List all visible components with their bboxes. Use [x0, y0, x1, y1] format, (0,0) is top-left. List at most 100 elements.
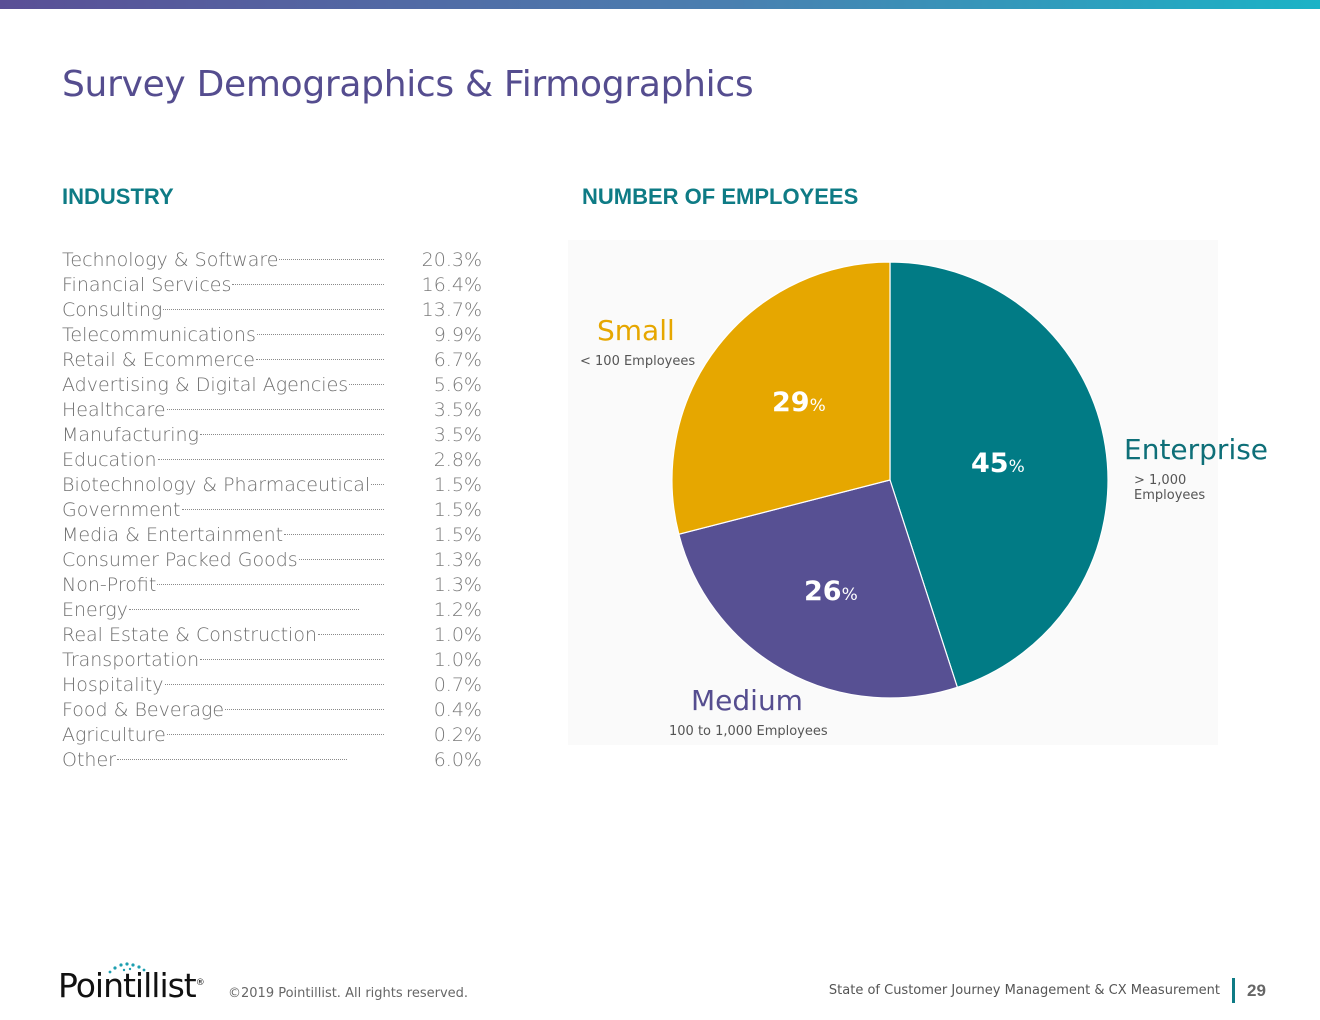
industry-name: Financial Services	[62, 274, 232, 296]
industry-row-left: Real Estate & Construction	[62, 624, 384, 646]
industry-value: 3.5%	[433, 399, 482, 421]
small-title: Small	[597, 314, 675, 347]
industry-name: Government	[62, 499, 181, 521]
industry-value: 5.6%	[433, 374, 482, 396]
industry-row-left: Telecommunications	[62, 324, 384, 346]
industry-row: Energy 1.2%	[62, 599, 482, 624]
industry-heading: INDUSTRY	[62, 184, 174, 209]
industry-name: Media & Entertainment	[62, 524, 284, 546]
logo-dots-icon	[108, 962, 146, 974]
industry-name: Transportation	[62, 649, 200, 671]
enterprise-label-group: Enterprise	[1124, 433, 1268, 466]
industry-value: 20.3%	[421, 249, 482, 271]
industry-row-left: Financial Services	[62, 274, 384, 296]
industry-name: Telecommunications	[62, 324, 256, 346]
industry-name: Real Estate & Construction	[62, 624, 318, 646]
leader-dots	[256, 324, 384, 335]
industry-row-left: Advertising & Digital Agencies	[62, 374, 384, 396]
industry-value: 1.2%	[433, 599, 482, 621]
industry-value: 9.9%	[433, 324, 482, 346]
enterprise-subtitle: > 1,000 Employees	[1134, 473, 1206, 503]
leader-dots	[181, 499, 384, 510]
industry-value: 16.4%	[421, 274, 482, 296]
industry-row-left: Technology & Software	[62, 249, 384, 271]
industry-name: Education	[62, 449, 157, 471]
industry-row-left: Media & Entertainment	[62, 524, 384, 546]
employees-pie	[671, 261, 1109, 699]
industry-row: Advertising & Digital Agencies 5.6%	[62, 374, 482, 399]
medium-subtitle: 100 to 1,000 Employees	[669, 724, 828, 739]
employees-chart: Small < 100 Employees Enterprise > 1,000…	[568, 240, 1268, 745]
medium-title: Medium	[691, 684, 803, 717]
leader-dots	[318, 624, 384, 635]
industry-row: Hospitality 0.7%	[62, 674, 482, 699]
industry-name: Consulting	[62, 299, 163, 321]
industry-row: Non-Profit 1.3%	[62, 574, 482, 599]
industry-row-left: Hospitality	[62, 674, 384, 696]
industry-name: Consumer Packed Goods	[62, 549, 298, 571]
industry-row-left: Non-Profit	[62, 574, 384, 596]
pie-slice-enterprise	[889, 261, 1109, 689]
leader-dots	[225, 699, 384, 710]
leader-dots	[199, 424, 384, 435]
industry-row-left: Transportation	[62, 649, 384, 671]
industry-name: Healthcare	[62, 399, 166, 421]
medium-pct: 26%	[804, 576, 858, 607]
pie-slice-small	[671, 261, 891, 535]
industry-list: Technology & Software 20.3% Financial Serv…	[62, 249, 482, 774]
industry-row: Media & Entertainment 1.5%	[62, 524, 482, 549]
industry-value: 0.4%	[433, 699, 482, 721]
industry-name: Advertising & Digital Agencies	[62, 374, 349, 396]
industry-name: Other	[62, 749, 116, 771]
industry-name: Hospitality	[62, 674, 164, 696]
industry-row: Consulting 13.7%	[62, 299, 482, 324]
enterprise-title: Enterprise	[1124, 433, 1269, 466]
report-title: State of Customer Journey Management & C…	[828, 983, 1220, 998]
industry-value: 2.8%	[433, 449, 482, 471]
industry-value: 6.7%	[433, 349, 482, 371]
employees-heading: NUMBER OF EMPLOYEES	[582, 184, 859, 209]
industry-row: Manufacturing 3.5%	[62, 424, 482, 449]
top-gradient-bar	[0, 0, 1320, 9]
leader-dots	[232, 274, 384, 285]
industry-name: Technology & Software	[62, 249, 279, 271]
small-label-group: Small	[597, 314, 675, 347]
industry-row: Education 2.8%	[62, 449, 482, 474]
industry-name: Energy	[62, 599, 128, 621]
industry-value: 13.7%	[421, 299, 482, 321]
industry-row: Retail & Ecommerce 6.7%	[62, 349, 482, 374]
industry-row: Healthcare 3.5%	[62, 399, 482, 424]
industry-row: Government 1.5%	[62, 499, 482, 524]
industry-row: Other 6.0%	[62, 749, 482, 774]
pie-slice-medium	[678, 479, 959, 699]
leader-dots	[128, 599, 359, 610]
industry-name: Non-Profit	[62, 574, 157, 596]
page-number: 29	[1247, 981, 1266, 1000]
industry-name: Agriculture	[62, 724, 166, 746]
industry-row: Financial Services 16.4%	[62, 274, 482, 299]
industry-row-left: Manufacturing	[62, 424, 384, 446]
leader-dots	[279, 249, 384, 260]
page-title: Survey Demographics & Firmographics	[62, 64, 754, 105]
industry-row: Telecommunications 9.9%	[62, 324, 482, 349]
industry-value: 3.5%	[433, 424, 482, 446]
industry-row: Agriculture 0.2%	[62, 724, 482, 749]
leader-dots	[349, 374, 384, 385]
leader-dots	[116, 749, 347, 760]
medium-label-group: Medium	[691, 684, 803, 717]
leader-dots	[157, 574, 384, 585]
industry-value: 0.2%	[433, 724, 482, 746]
industry-row-left: Agriculture	[62, 724, 384, 746]
leader-dots	[284, 524, 384, 535]
industry-value: 1.5%	[433, 499, 482, 521]
industry-row: Technology & Software 20.3%	[62, 249, 482, 274]
enterprise-pct: 45%	[971, 448, 1025, 479]
industry-value: 6.0%	[433, 749, 482, 771]
industry-row-left: Education	[62, 449, 384, 471]
leader-dots	[255, 349, 384, 360]
industry-value: 0.7%	[433, 674, 482, 696]
pointillist-logo: Pointillist®	[58, 962, 208, 1011]
industry-value: 1.3%	[433, 549, 482, 571]
industry-row-left: Consulting	[62, 299, 384, 321]
industry-row-left: Other	[62, 749, 384, 771]
